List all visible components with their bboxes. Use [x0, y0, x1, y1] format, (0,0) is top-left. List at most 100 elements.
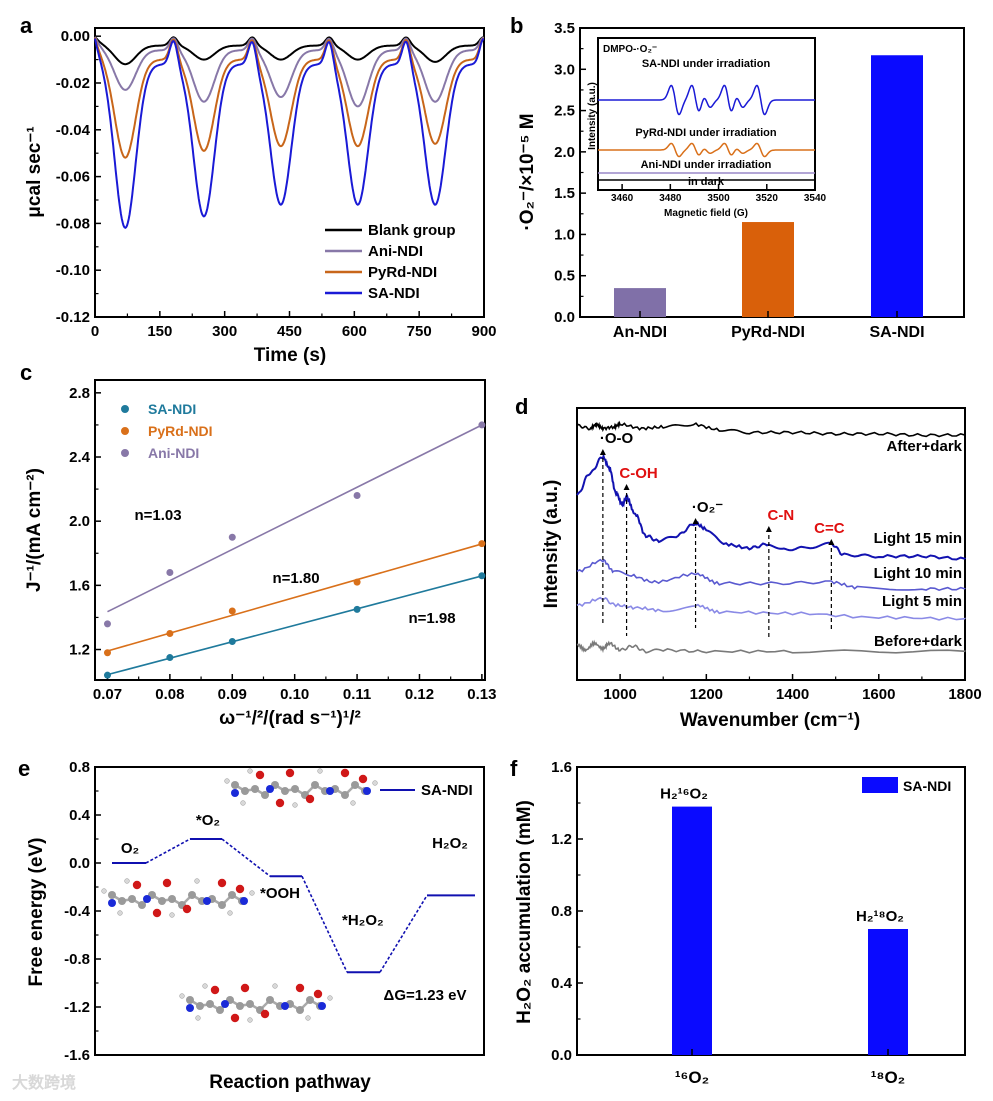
- x-axis-title: ω⁻¹/²/(rad s⁻¹)¹/²: [219, 708, 361, 729]
- energy-connector: [379, 894, 428, 973]
- spectrum-label: Light 5 min: [882, 593, 962, 610]
- x-tick-label: 1600: [862, 686, 895, 703]
- legend-label: PyRd-NDI: [148, 423, 213, 439]
- hydrogen-atom: [292, 802, 298, 808]
- x-tick-label: 0.12: [405, 686, 434, 703]
- hydrogen-atom: [327, 995, 333, 1001]
- x-tick-label: 150: [147, 323, 172, 340]
- x-tick-label: 900: [471, 323, 496, 340]
- nitrogen-atom: [143, 895, 151, 903]
- spectrum-line: [576, 452, 966, 561]
- carbon-atom: [296, 1006, 304, 1014]
- oxygen-atom: [255, 770, 265, 780]
- y-tick-label: 0.0: [69, 855, 90, 872]
- y-axis-title: J⁻¹/(mA cm⁻²): [24, 468, 45, 592]
- energy-connector: [301, 875, 348, 973]
- data-point: [228, 533, 236, 541]
- hydrogen-atom: [169, 912, 175, 918]
- oxygen-atom: [152, 908, 162, 918]
- x-tick-label: 1000: [603, 686, 636, 703]
- legend-marker: [121, 405, 129, 413]
- step-label: H₂O₂: [432, 835, 468, 852]
- series-line-pyrd-ndi: [94, 37, 484, 159]
- arrow-icon: [599, 449, 606, 455]
- y-tick-label: 2.5: [554, 103, 575, 120]
- x-tick-label: 0: [91, 323, 99, 340]
- inset-series-label: Ani-NDI under irradiation: [641, 159, 772, 171]
- x-tick-label: 0.10: [280, 686, 309, 703]
- data-point: [228, 637, 236, 645]
- nitrogen-atom: [326, 787, 334, 795]
- step-label: *H₂O₂: [342, 912, 384, 929]
- data-point: [103, 671, 111, 679]
- oxygen-atom: [182, 904, 192, 914]
- data-point: [478, 421, 486, 429]
- carbon-atom: [251, 785, 259, 793]
- oxygen-atom: [230, 1013, 240, 1023]
- y-tick-label: -1.6: [64, 1047, 90, 1064]
- carbon-atom: [261, 791, 269, 799]
- hydrogen-atom: [317, 768, 323, 774]
- carbon-atom: [218, 901, 226, 909]
- nitrogen-atom: [203, 897, 211, 905]
- y-tick-label: 0.4: [551, 975, 573, 992]
- step-label: *O₂: [196, 812, 220, 829]
- oxygen-atom: [217, 878, 227, 888]
- inset-series-label: PyRd-NDI under irradiation: [635, 127, 776, 139]
- y-axis-title: H₂O₂ accumulation (mM): [514, 800, 535, 1024]
- y-tick-label: 0.5: [554, 268, 575, 285]
- y-axis-title: ·O₂⁻/×10⁻⁵ M: [517, 113, 538, 230]
- y-tick-label: 2.4: [69, 449, 91, 466]
- peak-annotation: C-N: [768, 507, 795, 524]
- data-point: [353, 492, 361, 500]
- y-tick-label: 0.8: [69, 759, 90, 776]
- inset-y-axis-title: Intensity (a.u.): [587, 82, 598, 150]
- panel-letter-f: f: [510, 756, 518, 781]
- legend-marker: [121, 427, 129, 435]
- x-tick-label: 300: [212, 323, 237, 340]
- x-category-label: An-NDI: [613, 324, 667, 341]
- hydrogen-atom: [372, 780, 378, 786]
- energy-connector: [221, 838, 271, 877]
- spectrum-label: After+dark: [887, 438, 963, 455]
- oxygen-atom: [162, 878, 172, 888]
- x-axis-title: Wavenumber (cm⁻¹): [680, 710, 860, 731]
- carbon-atom: [188, 891, 196, 899]
- y-tick-label: 0.4: [69, 807, 91, 824]
- fit-line-pyrd-ndi: [107, 543, 483, 652]
- hydrogen-atom: [240, 800, 246, 806]
- arrow-icon: [828, 539, 835, 545]
- data-point: [166, 629, 174, 637]
- x-category-label: PyRd-NDI: [731, 324, 805, 341]
- oxygen-atom: [235, 884, 245, 894]
- y-tick-label: -0.04: [56, 122, 91, 139]
- y-tick-label: -0.02: [56, 75, 90, 92]
- legend-label: Ani-NDI: [368, 243, 423, 260]
- carbon-atom: [206, 1000, 214, 1008]
- n-value-annotation: n=1.98: [408, 610, 455, 627]
- carbon-atom: [196, 1002, 204, 1010]
- hydrogen-atom: [272, 983, 278, 989]
- legend-label: PyRd-NDI: [368, 264, 437, 281]
- spectrum-label: Light 15 min: [874, 530, 962, 547]
- y-tick-label: 1.6: [69, 577, 90, 594]
- data-point: [103, 649, 111, 657]
- legend-label: Blank group: [368, 222, 456, 239]
- hydrogen-atom: [179, 993, 185, 999]
- x-tick-label: 0.08: [155, 686, 184, 703]
- hydrogen-atom: [247, 1017, 253, 1023]
- legend-label: SA-NDI: [421, 782, 473, 799]
- x-tick-label: 3460: [611, 193, 634, 204]
- epr-inset-chart: 3460 3480 3500 3520 3540 DMPO-·O₂⁻ Magnetic fi…: [587, 37, 827, 219]
- carbon-atom: [341, 791, 349, 799]
- oxygen-atom: [305, 794, 315, 804]
- y-tick-label: 1.0: [554, 226, 575, 243]
- x-tick-label: 0.13: [467, 686, 496, 703]
- arrow-icon: [623, 484, 630, 490]
- series-line-sa-ndi: [94, 38, 484, 229]
- bar-label: H₂¹⁶O₂: [660, 786, 708, 803]
- plot-frame: [576, 407, 966, 681]
- y-axis-title: Free energy (eV): [26, 838, 47, 987]
- step-label: O₂: [121, 840, 139, 857]
- spectrum-line: [576, 558, 966, 592]
